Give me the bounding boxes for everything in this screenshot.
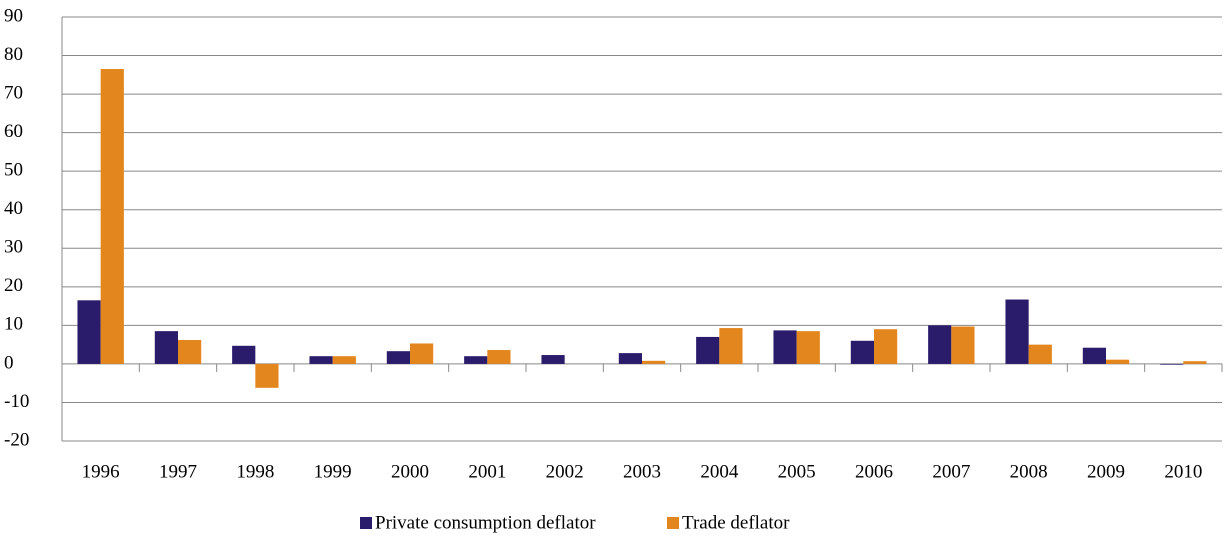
bar <box>951 326 975 364</box>
y-tick-label: 30 <box>4 237 23 258</box>
y-tick-label: 0 <box>4 352 14 373</box>
x-tick-label: 2003 <box>623 461 661 482</box>
y-tick-label: 20 <box>4 275 23 296</box>
x-tick-label: 2005 <box>778 461 816 482</box>
x-tick-label: 2008 <box>1010 461 1048 482</box>
bar <box>1005 299 1029 364</box>
bar <box>773 330 797 364</box>
legend-label: Trade deflator <box>682 512 790 533</box>
bar <box>1028 344 1052 364</box>
x-tick-label: 2010 <box>1164 461 1202 482</box>
bar <box>487 350 511 364</box>
y-tick-label: 50 <box>4 160 23 181</box>
y-tick-label: 60 <box>4 121 23 142</box>
bar <box>309 356 333 364</box>
y-tick-label: 10 <box>4 314 23 335</box>
x-tick-label: 2007 <box>932 461 970 482</box>
x-tick-label: 1998 <box>236 461 274 482</box>
bar <box>178 340 202 364</box>
bar <box>154 331 178 364</box>
legend-swatch <box>667 517 679 529</box>
bar <box>1160 363 1184 365</box>
x-tick-label: 1996 <box>82 461 120 482</box>
bar <box>874 329 898 364</box>
bar <box>100 69 124 364</box>
x-tick-label: 2002 <box>546 461 584 482</box>
legend-swatch <box>360 517 372 529</box>
bar <box>1183 361 1207 364</box>
bar <box>232 345 256 364</box>
bar <box>642 360 666 364</box>
bar <box>618 353 642 364</box>
x-tick-label: 2001 <box>468 461 506 482</box>
x-tick-label: 2009 <box>1087 461 1125 482</box>
x-tick-label: 1997 <box>159 461 197 482</box>
y-tick-label: 70 <box>4 82 23 103</box>
x-tick-label: 2000 <box>391 461 429 482</box>
y-tick-label: 90 <box>4 5 23 26</box>
bar <box>410 343 434 364</box>
legend-label: Private consumption deflator <box>375 512 596 533</box>
x-tick-label: 1999 <box>314 461 352 482</box>
bar <box>541 355 565 364</box>
bar <box>386 351 410 364</box>
bar <box>1106 359 1130 364</box>
bar <box>850 340 874 364</box>
bar <box>928 325 952 364</box>
y-tick-label: -10 <box>4 391 29 412</box>
y-tick-label: 40 <box>4 198 23 219</box>
bar <box>332 356 356 364</box>
bar <box>719 328 743 364</box>
bar <box>1082 347 1106 364</box>
bar <box>696 336 720 364</box>
y-tick-label: -20 <box>4 429 29 450</box>
x-tick-label: 2004 <box>700 461 739 482</box>
bar <box>796 331 820 364</box>
bar <box>77 300 101 364</box>
y-tick-label: 80 <box>4 44 23 65</box>
bar <box>255 363 279 388</box>
x-tick-label: 2006 <box>855 461 893 482</box>
bar <box>464 356 488 364</box>
